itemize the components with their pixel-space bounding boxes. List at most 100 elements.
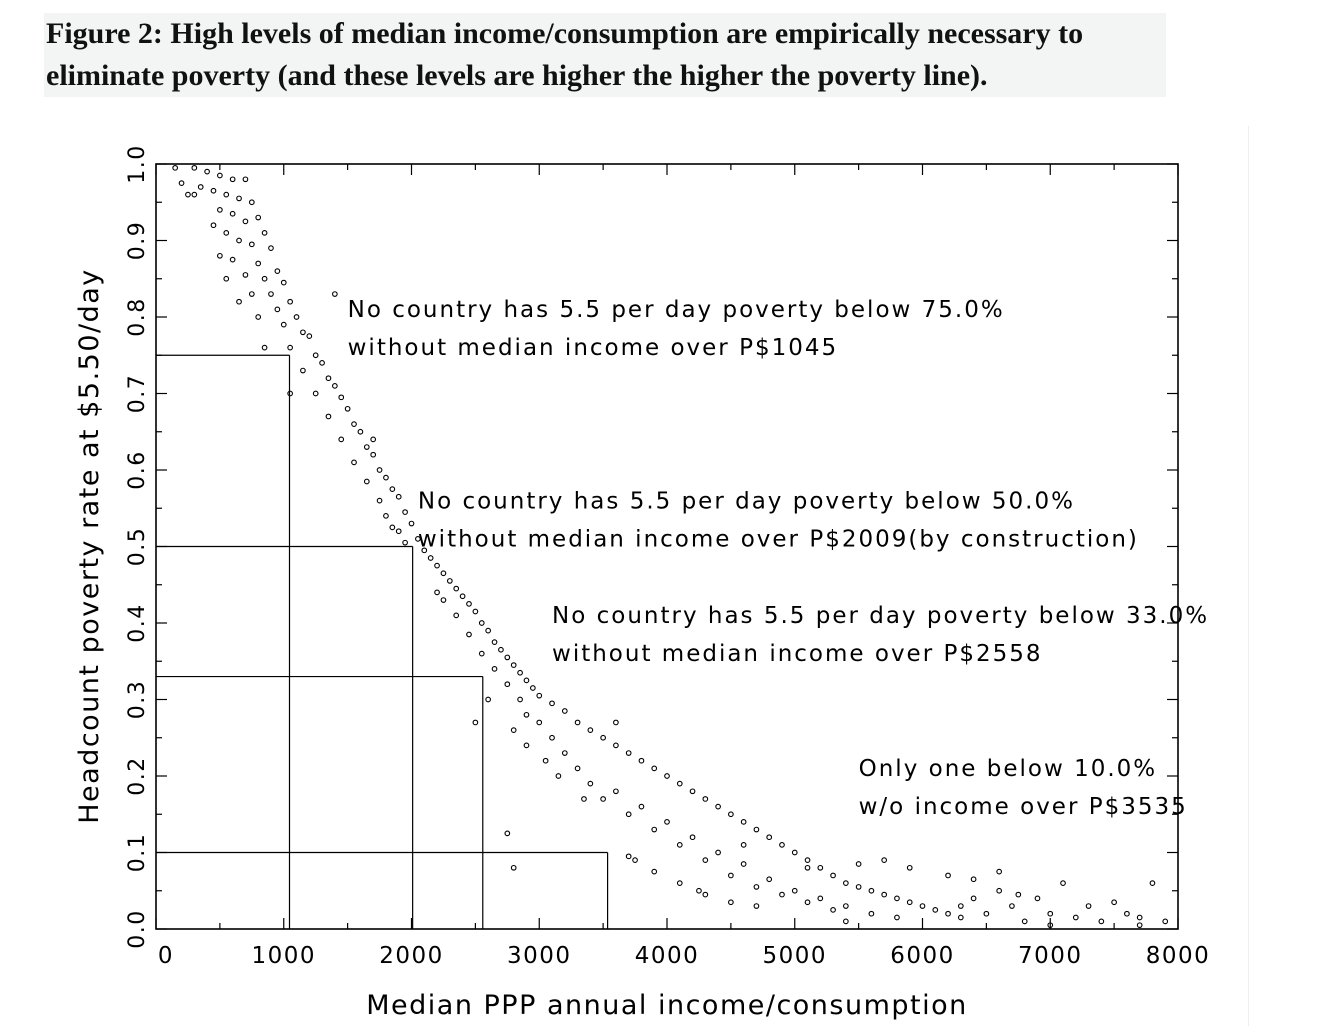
data-point — [625, 853, 632, 860]
data-point — [274, 268, 281, 274]
data-point — [676, 880, 683, 886]
data-point — [370, 451, 377, 458]
y-tick-label: 1.0 — [125, 144, 150, 184]
data-point — [536, 692, 543, 699]
x-tick-label: 2000 — [379, 943, 444, 969]
data-point — [459, 593, 466, 600]
data-point — [855, 884, 862, 890]
x-tick-label: 1000 — [251, 943, 316, 969]
data-point — [217, 172, 223, 179]
data-point — [185, 191, 191, 198]
data-point — [632, 857, 638, 864]
data-point — [178, 180, 185, 186]
y-tick-label: 0.6 — [125, 450, 150, 490]
data-point — [728, 811, 734, 818]
data-point — [842, 903, 849, 909]
data-point — [478, 620, 485, 626]
data-point — [287, 298, 293, 305]
annotation-line-2: without median income over P$1045 — [348, 335, 839, 361]
data-point — [587, 727, 594, 733]
data-point — [1149, 880, 1156, 886]
y-tick-label: 0.1 — [125, 833, 150, 873]
x-tick-label: 3000 — [507, 943, 572, 969]
data-points — [172, 164, 1169, 929]
data-point — [274, 306, 281, 313]
data-point — [287, 344, 293, 351]
data-point — [842, 880, 849, 886]
data-point — [1162, 918, 1169, 925]
data-point — [517, 669, 523, 676]
data-point — [338, 394, 345, 401]
data-point — [817, 864, 824, 871]
data-point — [332, 291, 338, 297]
data-point — [766, 834, 773, 841]
data-point — [970, 895, 977, 902]
data-point — [466, 631, 472, 638]
data-point — [478, 650, 485, 657]
data-point — [395, 493, 402, 500]
data-point — [549, 700, 555, 707]
data-point — [472, 608, 479, 615]
data-point — [791, 849, 798, 856]
data-point — [440, 597, 447, 603]
annotation-line-1: No country has 5.5 per day poverty below… — [418, 488, 1075, 514]
x-tick-label: 7000 — [1018, 943, 1083, 969]
data-point — [728, 872, 734, 879]
data-point — [766, 876, 773, 883]
data-point — [1021, 918, 1028, 925]
data-point — [370, 436, 377, 443]
data-point — [894, 895, 900, 902]
data-point — [600, 796, 606, 802]
data-point — [664, 773, 670, 779]
data-point — [804, 857, 811, 864]
data-point — [1060, 880, 1066, 886]
data-point — [172, 164, 179, 171]
data-point — [881, 891, 888, 898]
data-point — [466, 601, 472, 607]
data-point — [1085, 903, 1092, 909]
y-tick-label: 0.0 — [125, 909, 150, 949]
data-point — [427, 555, 434, 561]
data-point — [1124, 910, 1130, 917]
data-point — [319, 360, 325, 366]
data-point — [300, 367, 306, 374]
data-point — [728, 899, 734, 906]
data-point — [389, 524, 396, 531]
data-point — [855, 861, 862, 867]
data-point — [498, 646, 504, 653]
data-point — [868, 887, 875, 894]
data-point — [804, 899, 811, 906]
data-point — [491, 666, 498, 672]
data-point — [587, 780, 594, 787]
data-point — [702, 891, 709, 898]
data-point — [472, 719, 479, 726]
data-point — [676, 841, 683, 848]
data-point — [510, 727, 517, 733]
data-point — [210, 187, 217, 194]
data-point — [223, 275, 230, 282]
data-point — [236, 298, 242, 305]
data-point — [1034, 895, 1041, 902]
data-point — [613, 788, 619, 795]
data-point — [1098, 918, 1105, 925]
data-point — [1072, 914, 1079, 921]
data-point — [1015, 891, 1022, 898]
data-point — [446, 578, 453, 584]
data-point — [351, 459, 357, 466]
data-point — [613, 742, 619, 749]
data-point — [236, 237, 242, 244]
data-point — [561, 708, 568, 714]
data-point — [638, 803, 645, 810]
data-point — [229, 256, 236, 263]
data-point — [919, 903, 926, 909]
data-point — [574, 765, 581, 772]
data-point — [402, 509, 408, 515]
data-point — [689, 834, 696, 841]
page-edge — [1248, 126, 1249, 1026]
data-point — [549, 734, 555, 741]
data-point — [753, 884, 760, 890]
data-point — [561, 750, 568, 756]
data-point — [625, 811, 632, 818]
data-point — [510, 864, 517, 871]
data-point — [868, 910, 875, 917]
